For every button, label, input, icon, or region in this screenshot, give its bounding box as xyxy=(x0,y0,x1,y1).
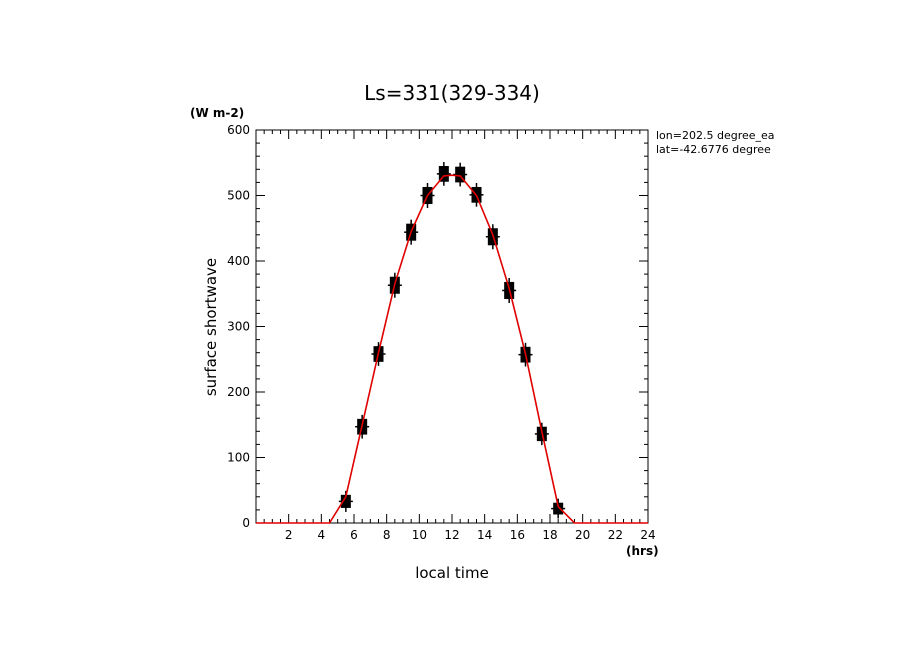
x-tick-label: 4 xyxy=(318,528,326,542)
observation-point xyxy=(436,162,451,186)
x-tick-label: 16 xyxy=(510,528,525,542)
y-axis-label: surface shortwave xyxy=(202,258,220,396)
x-tick-label: 10 xyxy=(412,528,427,542)
y-unit-label: (W m-2) xyxy=(190,106,244,120)
x-tick-label: 12 xyxy=(444,528,459,542)
model-line xyxy=(256,174,648,524)
annotation-lon: lon=202.5 degree_ea xyxy=(656,129,775,142)
observation-markers xyxy=(338,162,566,519)
x-tick-label: 2 xyxy=(285,528,293,542)
x-tick-label: 14 xyxy=(477,528,492,542)
x-tick-label: 6 xyxy=(350,528,358,542)
x-tick-label: 22 xyxy=(608,528,623,542)
x-tick-label: 20 xyxy=(575,528,590,542)
annotation-lat: lat=-42.6776 degree xyxy=(656,143,771,156)
y-tick-label: 400 xyxy=(227,254,250,268)
plot-frame xyxy=(255,129,649,524)
observation-point xyxy=(453,162,468,187)
x-tick-label: 18 xyxy=(542,528,557,542)
y-tick-label: 300 xyxy=(227,320,250,334)
x-axis-label: local time xyxy=(415,564,489,582)
x-unit-label: (hrs) xyxy=(626,544,659,558)
y-tick-label: 200 xyxy=(227,385,250,399)
x-tick-label: 24 xyxy=(640,528,655,542)
x-tick-label: 8 xyxy=(383,528,391,542)
y-tick-label: 500 xyxy=(227,189,250,203)
observation-point xyxy=(551,498,566,519)
y-tick-label: 100 xyxy=(227,451,250,465)
y-tick-label: 600 xyxy=(227,123,250,137)
y-tick-label: 0 xyxy=(242,516,250,530)
model-line-group xyxy=(256,174,648,524)
chart-title: Ls=331(329-334) xyxy=(364,81,540,105)
